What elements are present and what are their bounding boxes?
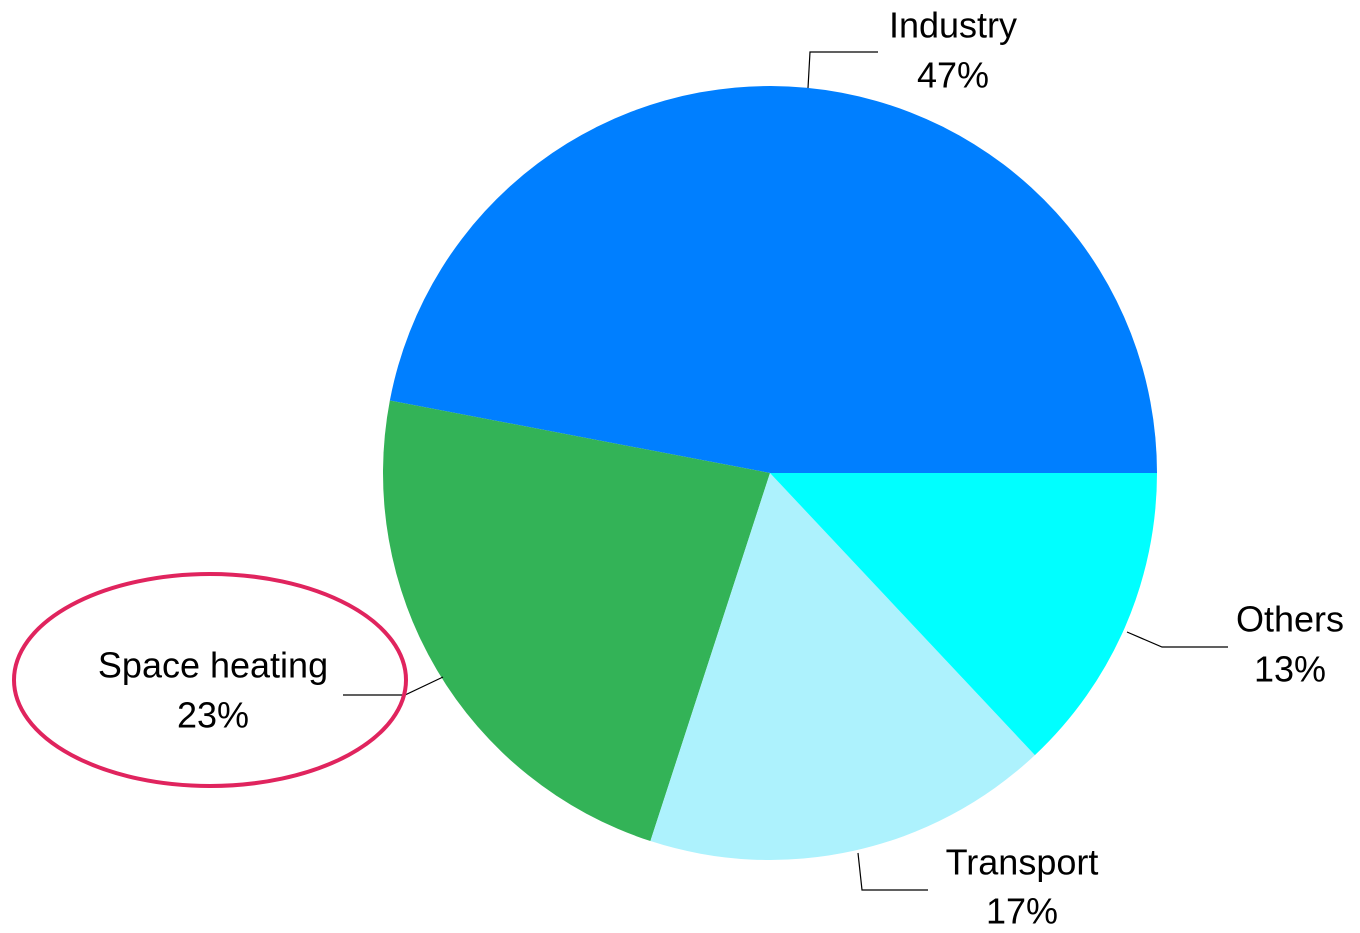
pie-slice: [389, 85, 1157, 473]
slice-value-label: 13%: [1254, 649, 1326, 690]
slice-value-label: 23%: [177, 695, 249, 736]
leader-line: [343, 676, 444, 696]
leader-line: [807, 51, 878, 89]
highlight-ellipse: [12, 572, 408, 788]
pie-slice: [383, 400, 770, 842]
slice-label: Industry: [889, 5, 1017, 46]
slice-label: Others: [1236, 599, 1344, 640]
pie-slice: [650, 473, 1035, 861]
leader-line: [857, 852, 928, 891]
slice-value-label: 47%: [917, 55, 989, 96]
leader-line: [1126, 631, 1228, 648]
pie-slice: [770, 473, 1157, 756]
slice-label: Transport: [946, 842, 1099, 883]
slice-label: Space heating: [98, 645, 328, 686]
slice-value-label: 17%: [986, 891, 1058, 932]
